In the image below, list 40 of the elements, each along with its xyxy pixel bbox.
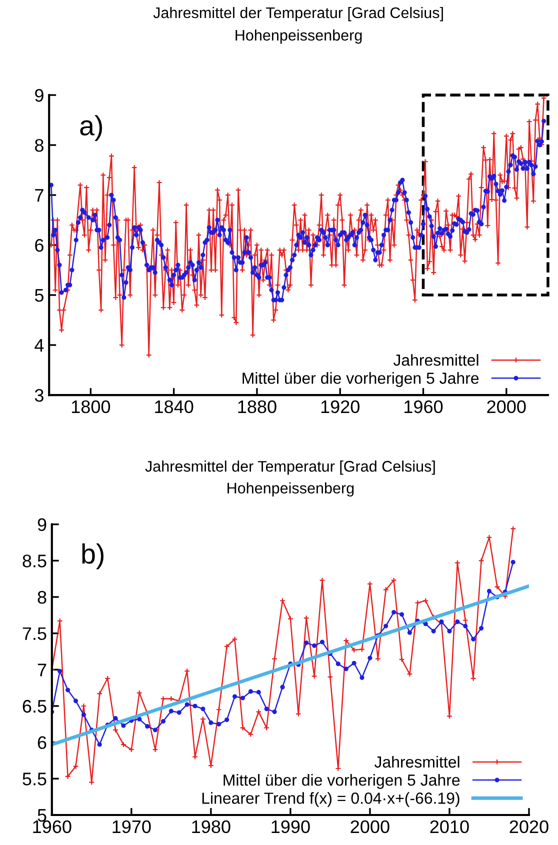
x-tick-label: 1920 bbox=[321, 400, 360, 414]
y-tick-label: 7 bbox=[38, 664, 46, 676]
y-tick-label: 3 bbox=[34, 388, 44, 402]
annotation: b) bbox=[82, 543, 104, 570]
chart-subtitle: Hohenpeissenberg bbox=[236, 29, 362, 44]
annotation: a) bbox=[80, 115, 102, 141]
y-tick-label: 4 bbox=[34, 339, 44, 352]
legend-label: Mittel über die vorherigen 5 Jahre bbox=[224, 774, 460, 789]
x-tick-label: 1960 bbox=[33, 820, 72, 834]
y-tick-label: 6.5 bbox=[22, 700, 46, 713]
x-tick-label: 2000 bbox=[487, 400, 526, 414]
legend-label: Jahresmittel bbox=[374, 756, 460, 768]
x-tick-label: 1800 bbox=[72, 400, 110, 414]
y-tick-label: 8 bbox=[38, 590, 46, 604]
legend-label: Mittel über die vorherigen 5 Jahre bbox=[242, 372, 479, 388]
chart-subtitle: Hohenpeissenberg bbox=[228, 482, 354, 497]
y-tick-label: 7.5 bbox=[22, 627, 46, 640]
x-tick-label: 2000 bbox=[350, 820, 390, 834]
chart-title: Jahresmittel der Temperatur [Grad Celsius] bbox=[145, 460, 435, 475]
x-tick-label: 1990 bbox=[272, 820, 310, 834]
x-tick-label: 1880 bbox=[238, 400, 276, 414]
x-tick-label: 1960 bbox=[404, 400, 443, 414]
x-tick-label: 1840 bbox=[155, 400, 194, 414]
x-tick-label: 2010 bbox=[430, 820, 469, 834]
x-tick-label: 1980 bbox=[192, 820, 230, 834]
x-tick-label: 2020 bbox=[510, 820, 548, 834]
y-tick-label: 8 bbox=[34, 138, 44, 152]
y-tick-label: 5.5 bbox=[22, 772, 46, 786]
y-tick-label: 9 bbox=[35, 88, 44, 102]
y-tick-label: 5 bbox=[34, 289, 44, 302]
legend-label: Jahresmittel bbox=[393, 354, 478, 366]
y-tick-label: 7 bbox=[35, 189, 44, 202]
legend-label: Linearer Trend f(x) = 0.04·x+(-66.19) bbox=[202, 792, 460, 808]
y-tick-label: 9 bbox=[38, 518, 46, 532]
chart-title: Jahresmittel der Temperatur [Grad Celsius] bbox=[153, 6, 443, 22]
x-tick-label: 1970 bbox=[112, 820, 151, 834]
y-tick-label: 6 bbox=[38, 736, 46, 750]
y-tick-label: 6 bbox=[35, 238, 44, 252]
y-tick-label: 8.5 bbox=[22, 554, 46, 568]
y-tick-label: 5 bbox=[38, 809, 46, 822]
